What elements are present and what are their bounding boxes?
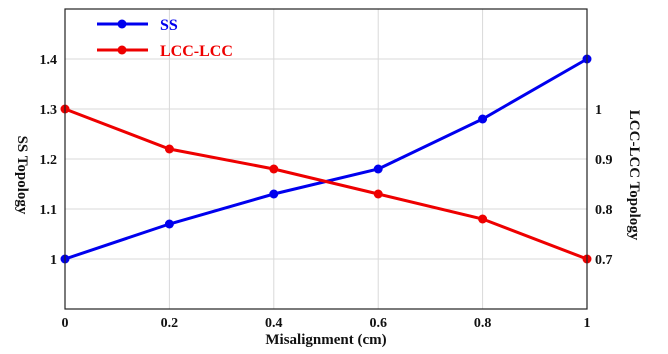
x-axis-title: Misalignment (cm) [265,332,386,348]
grid [64,9,588,309]
right-y-tick-label: 0.8 [595,203,613,218]
data-point-lcc-lcc [478,214,488,224]
left-y-tick-label: 1.4 [40,53,58,68]
data-point-lcc-lcc [373,189,383,199]
x-tick-label: 0.2 [161,316,179,331]
left-y-axis-title: SS Topology [14,136,30,215]
left-y-tick-label: 1 [50,253,57,268]
data-point-ss [164,219,174,229]
x-tick-label: 0.6 [369,316,387,331]
right-y-axis-title: LCC-LCC Topology [626,110,642,241]
data-point-ss [478,114,488,124]
series-line-lcc-lcc [64,107,588,261]
left-y-tick-label: 1.1 [40,203,58,218]
data-point-lcc-lcc [269,164,279,174]
legend-label-ss: SS [160,17,178,34]
data-point-lcc-lcc [164,144,174,154]
plot-frame [64,8,588,310]
legend-marker-lcc-lcc [117,45,127,55]
left-y-tick-label: 1.3 [40,103,58,118]
legend: SS LCC-LCC [97,17,233,60]
legend-marker-ss [117,19,127,29]
x-tick-label: 0 [62,316,69,331]
left-y-tick-label: 1.2 [40,153,58,168]
right-y-tick-label: 0.9 [595,153,613,168]
right-y-tick-label: 1 [595,103,602,118]
x-tick-label: 0.8 [474,316,492,331]
tick-labels: 0 0.2 0.4 0.6 0.8 1 1 1.1 1.2 1.3 1.4 0.7 0.8 0.9 1 [40,53,613,331]
data-point-ss [373,164,383,174]
right-y-tick-label: 0.7 [595,253,613,268]
legend-label-lcc-lcc: LCC-LCC [160,43,233,60]
x-tick-label: 1 [584,316,591,331]
data-point-ss [269,189,279,199]
x-tick-label: 0.4 [265,316,283,331]
